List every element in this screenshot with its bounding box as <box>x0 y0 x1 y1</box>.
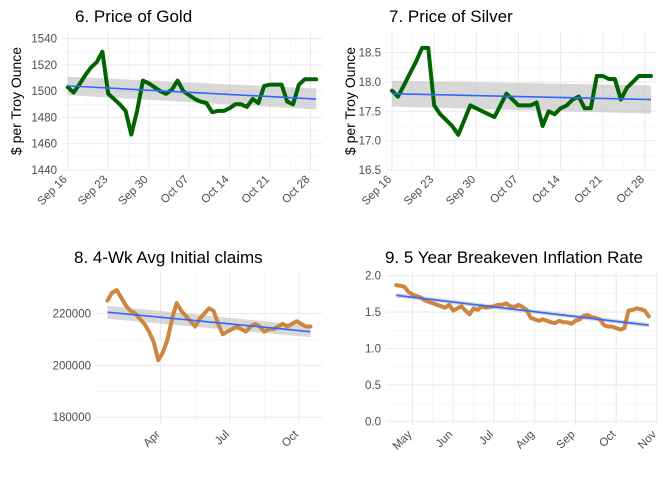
x-tick-label: Oct <box>280 428 302 450</box>
y-tick-label: 18.0 <box>359 77 381 89</box>
trend-line <box>107 311 311 333</box>
chart-title: 9. 5 Year Breakeven Inflation Rate <box>385 248 643 267</box>
series-line <box>65 49 319 137</box>
x-tick-label: Oct 21 <box>572 174 604 206</box>
y-tick-label: 17.5 <box>359 106 381 118</box>
y-axis-label: $ per Troy Ounce <box>342 47 358 155</box>
y-tick-label: 1500 <box>31 86 57 98</box>
x-tick-label: Oct 14 <box>530 173 563 206</box>
y-tick-label: 17.0 <box>359 136 381 148</box>
chart-panel-4: 0.0 0.5 1.0 1.5 2.0 May Jun Jul Aug Sep Oct Nov 9. 5… <box>365 248 659 452</box>
y-tick-label: 1460 <box>31 139 57 151</box>
y-tick-label: 200000 <box>53 360 91 372</box>
x-tick-label: Apr <box>142 429 163 450</box>
series-line <box>105 288 313 363</box>
trend-line <box>396 294 649 326</box>
y-tick-label: 0.0 <box>365 416 381 428</box>
y-tick-label: 1540 <box>31 34 57 46</box>
x-tick-label: Sep 30 <box>117 174 151 208</box>
x-tick-label: Jun <box>434 429 456 451</box>
chart-title: 6. Price of Gold <box>75 7 192 26</box>
y-tick-label: 180000 <box>53 412 91 424</box>
y-axis-label: $ per Troy Ounce <box>8 47 24 155</box>
chart-panel-2: 16.5 17.0 17.5 18.0 18.5 Sep 16 Sep 23 Sep 30 Oc… <box>342 7 657 208</box>
x-tick-label: Sep 16 <box>360 174 394 208</box>
y-tick-label: 0.5 <box>365 380 381 392</box>
x-tick-label: Sep 23 <box>402 174 436 208</box>
y-tick-label: 1.5 <box>365 307 381 319</box>
x-tick-label: Oct 21 <box>240 174 272 206</box>
y-tick-label: 16.5 <box>359 165 381 177</box>
chart-title: 7. Price of Silver <box>389 7 513 26</box>
trend-line <box>392 92 651 101</box>
x-tick-label: Nov <box>636 428 659 451</box>
chart-panel-1: 1440 1460 1480 1500 1520 1540 Sep 16 Sep 23 Sep … <box>8 7 322 208</box>
x-tick-label: May <box>391 428 415 452</box>
x-tick-label: Sep 16 <box>36 174 70 208</box>
series-line <box>390 45 653 137</box>
x-tick-label: Oct 28 <box>615 174 647 206</box>
x-tick-label: Sep 30 <box>444 174 478 208</box>
y-tick-label: 1520 <box>31 60 57 72</box>
y-tick-label: 1480 <box>31 112 57 124</box>
series-line <box>394 283 651 332</box>
y-tick-label: 220000 <box>53 308 91 320</box>
x-tick-label: Oct 14 <box>199 173 232 206</box>
x-tick-label: Oct 07 <box>159 174 191 206</box>
x-tick-label: Aug <box>514 429 537 452</box>
chart-title: 8. 4-Wk Avg Initial claims <box>74 248 263 267</box>
y-tick-label: 1.0 <box>365 344 381 356</box>
x-tick-label: Jul <box>477 429 496 448</box>
x-tick-label: Sep 23 <box>76 174 110 208</box>
x-tick-label: Oct 07 <box>488 174 520 206</box>
x-tick-label: Oct <box>597 428 619 450</box>
trend-line <box>67 85 317 100</box>
y-tick-label: 18.5 <box>359 48 381 60</box>
y-tick-label: 2.0 <box>365 271 381 283</box>
x-tick-label: Oct 28 <box>280 174 312 206</box>
y-tick-label: 1440 <box>31 165 57 177</box>
chart-panel-3: 180000 200000 220000 Apr Jul Oct 8. 4-Wk Avg I… <box>53 248 322 450</box>
x-tick-label: Sep <box>555 429 578 452</box>
x-tick-label: Jul <box>213 429 232 448</box>
